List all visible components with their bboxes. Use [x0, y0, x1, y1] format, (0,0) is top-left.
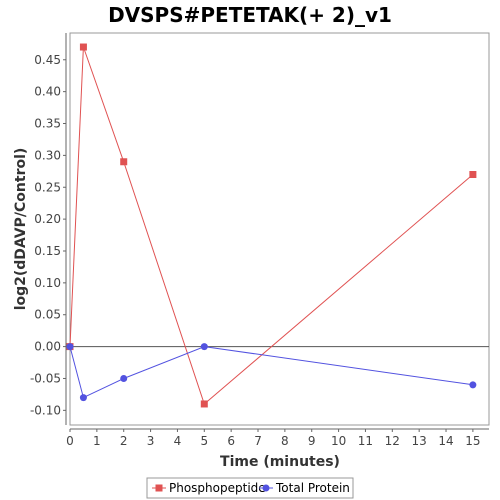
- series-layer: [66, 43, 489, 408]
- x-tick-label: 2: [120, 434, 128, 448]
- x-tick-label: 10: [331, 434, 346, 448]
- data-point: [120, 158, 128, 166]
- x-tick-label: 8: [281, 434, 289, 448]
- x-tick-label: 9: [308, 434, 316, 448]
- x-tick-label: 4: [174, 434, 182, 448]
- y-tick-label: -0.10: [30, 403, 61, 417]
- y-tick-label: 0.00: [34, 340, 61, 354]
- y-tick-label: 0.45: [34, 53, 61, 67]
- x-tick-label: 11: [358, 434, 373, 448]
- x-tick-label: 13: [412, 434, 427, 448]
- data-point: [469, 381, 477, 389]
- legend-box: [146, 477, 354, 499]
- y-tick-label: -0.05: [30, 371, 61, 385]
- x-tick-label: 15: [465, 434, 480, 448]
- data-point: [469, 171, 477, 179]
- legend-entry: Total Protein: [259, 481, 350, 495]
- y-tick-label: 0.15: [34, 244, 61, 258]
- data-point: [200, 343, 208, 351]
- data-point: [66, 343, 74, 351]
- legend-marker: [155, 484, 163, 492]
- data-point: [79, 394, 87, 402]
- y-tick-label: 0.25: [34, 180, 61, 194]
- data-point: [79, 43, 87, 51]
- y-tick-label: 0.40: [34, 85, 61, 99]
- data-point: [200, 400, 208, 408]
- legend-label: Total Protein: [275, 481, 350, 495]
- legend-marker: [262, 484, 270, 492]
- y-tick-label: 0.20: [34, 212, 61, 226]
- y-axis-label: log2(dDAVP/Control): [13, 148, 29, 311]
- x-tick-label: 5: [200, 434, 208, 448]
- legend-label: Phosphopeptide: [169, 481, 266, 495]
- legend: Phosphopeptide Total Protein: [146, 477, 354, 499]
- y-tick-label: 0.10: [34, 276, 61, 290]
- y-tick-label: 0.30: [34, 148, 61, 162]
- plot-area: [69, 32, 490, 426]
- x-tick-label: 14: [438, 434, 453, 448]
- x-tick-label: 0: [66, 434, 74, 448]
- y-tick-label: 0.05: [34, 308, 61, 322]
- legend-entry: Phosphopeptide: [152, 481, 266, 495]
- x-tick-label: 7: [254, 434, 262, 448]
- x-axis-label: Time (minutes): [220, 454, 340, 470]
- y-axis: -0.10 -0.05 0.00 0.05 0.10 0.15 0.20 0.25 0.30 0.…: [30, 33, 67, 425]
- y-tick-label: 0.35: [34, 117, 61, 131]
- series-2: [66, 343, 477, 402]
- x-tick-label: 6: [227, 434, 235, 448]
- chart-title: DVSPS#PETETAK(+ 2)_v1: [108, 3, 392, 27]
- x-tick-label: 1: [93, 434, 101, 448]
- data-point: [120, 374, 128, 382]
- x-tick-label: 12: [385, 434, 400, 448]
- x-tick-label: 3: [147, 434, 155, 448]
- x-axis: 0 1 2 3 4 5 6 7 8 9 10 11 12 13 14 15: [66, 428, 489, 448]
